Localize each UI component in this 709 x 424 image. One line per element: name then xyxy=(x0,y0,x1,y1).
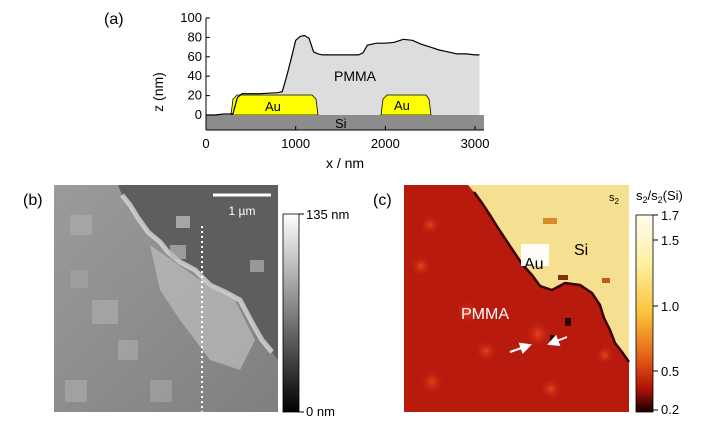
colorbar-max-label: 135 nm xyxy=(306,207,349,222)
y-ticks: 0 20 40 60 80 100 xyxy=(180,10,210,122)
signal-label: s2 xyxy=(609,192,620,206)
panel-c: (c) s2 Au Si PM xyxy=(373,185,683,417)
silicon-label-c: Si xyxy=(574,242,588,259)
y-tick-label: 60 xyxy=(188,49,202,64)
silicon-substrate xyxy=(206,115,484,130)
y-tick-label: 40 xyxy=(188,68,202,83)
x-tick-label: 0 xyxy=(202,136,209,151)
y-tick-label: 100 xyxy=(180,10,202,25)
x-tick-label: 2000 xyxy=(371,136,400,151)
height-profile-line xyxy=(206,34,480,116)
y-axis-label: z (nm) xyxy=(150,72,166,112)
y-tick-label: 0 xyxy=(195,107,202,122)
profile-plot: PMMA Au Au Si xyxy=(206,34,484,131)
panel-label-c: (c) xyxy=(373,192,392,209)
colorbar-min-label: 0 nm xyxy=(306,404,335,419)
pmma-label-c: PMMA xyxy=(461,306,509,323)
y-tick-label: 80 xyxy=(188,29,202,44)
topography-image: 1 µm xyxy=(54,185,278,412)
x-ticks: 0 1000 2000 3000 xyxy=(202,126,489,151)
arrow-left xyxy=(509,342,532,354)
x-tick-label: 1000 xyxy=(281,136,310,151)
topography-colorbar: 135 nm 0 nm xyxy=(282,207,349,419)
near-field-colorbar: s2/s2(Si) 1.7 1.5 1.0 0.5 0.2 xyxy=(635,188,683,417)
profile-axes xyxy=(205,18,484,131)
y-tick-label: 20 xyxy=(188,88,202,103)
x-tick-label: 3000 xyxy=(461,136,490,151)
silicon-label: Si xyxy=(335,116,347,131)
scale-bar-label: 1 µm xyxy=(229,204,256,218)
panel-b: (b) 1 µm xyxy=(23,185,349,419)
panel-label-a: (a) xyxy=(104,11,124,28)
panel-label-b: (b) xyxy=(23,192,43,209)
gold-label: Au xyxy=(524,256,544,273)
colorbar-tick-0-5: 0.5 xyxy=(661,364,679,379)
colorbar-tick-1-5: 1.5 xyxy=(661,233,679,248)
colorbar-tick-1-0: 1.0 xyxy=(661,299,679,314)
panel-a: (a) PMMA Au Au Si 0 1000 2000 3000 0 20 40 60 8… xyxy=(104,10,489,171)
near-field-image: s2 Au Si PMMA xyxy=(404,185,631,412)
arrow-right xyxy=(547,334,568,346)
colorbar-title: s2/s2(Si) xyxy=(636,188,683,205)
colorbar-tick-1-7: 1.7 xyxy=(661,208,679,223)
gold-label-right: Au xyxy=(394,98,410,113)
gold-label-left: Au xyxy=(265,99,281,114)
x-axis-label: x / nm xyxy=(326,155,364,171)
colorbar-tick-0-2: 0.2 xyxy=(661,402,679,417)
pmma-label: PMMA xyxy=(334,68,377,84)
